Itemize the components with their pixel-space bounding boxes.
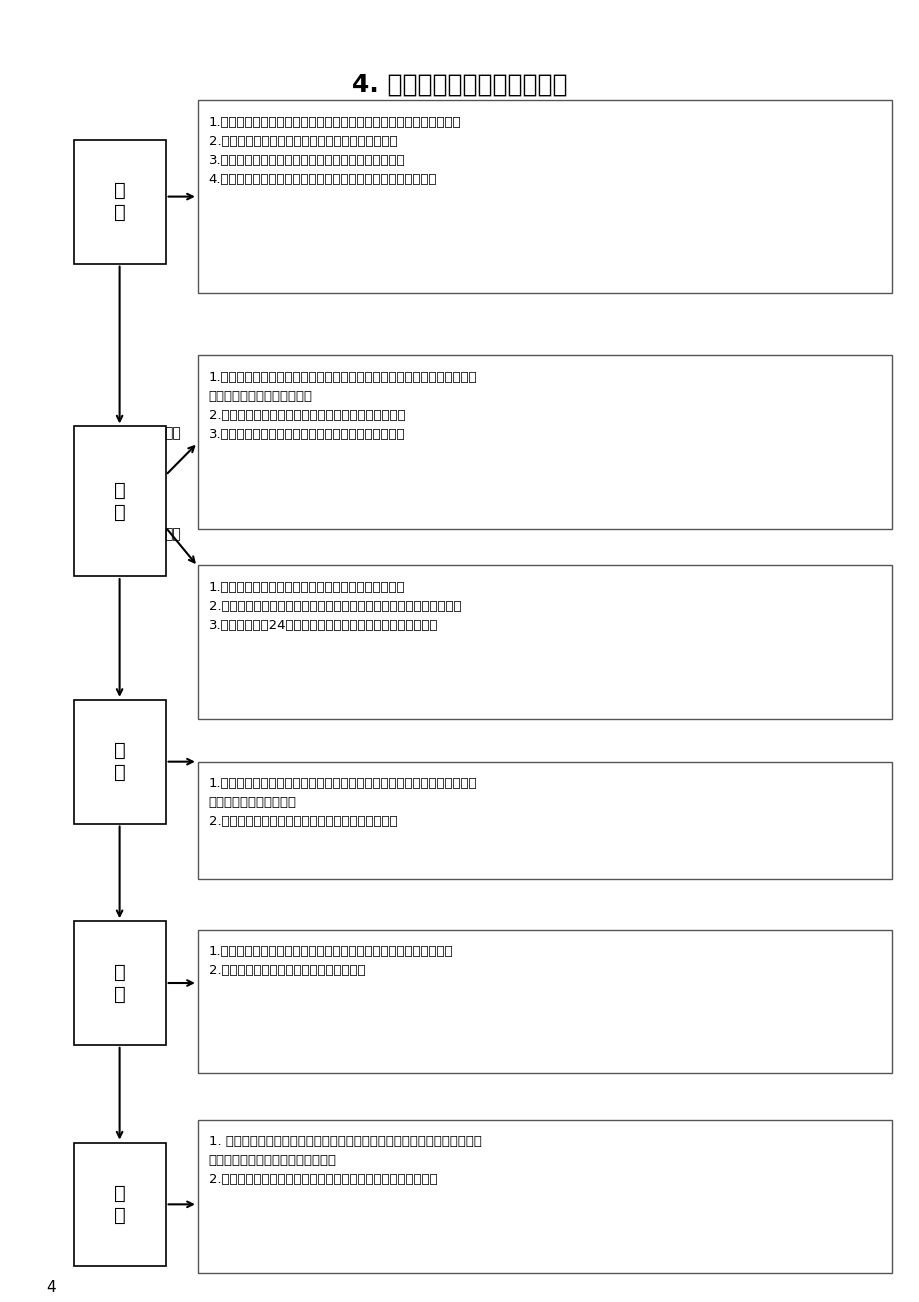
FancyBboxPatch shape <box>198 1120 891 1273</box>
Text: 1.校级领导和各部门负责人对照方案中的每一环节进行审查，发现问题及时
和相关责任人沟通解决。
2.活动涉及的部门和个人要提前做好各项准备工作。: 1.校级领导和各部门负责人对照方案中的每一环节进行审查，发现问题及时 和相关责任… <box>209 777 477 828</box>
Text: 规
划: 规 划 <box>114 181 125 223</box>
FancyBboxPatch shape <box>74 427 165 575</box>
Text: 1.按规定租用有运营资质的车辆，保证学生路途安全。
2.根据外出活动人数，安排校级领导带队并配备足够的管理老师组织。
3.所有工作人员24小时开机。遇突发事件立: 1.按规定租用有运营资质的车辆，保证学生路途安全。 2.根据外出活动人数，安排校… <box>209 581 461 631</box>
Text: 1.组织部门制定大型活动方案和突发事件应急预案，明确分工和职责。
2.按上级教育部门规定对活动进行申报，等待审批。
3.根据活动方案，涉及到的部门和人员做好准备: 1.组织部门制定大型活动方案和突发事件应急预案，明确分工和职责。 2.按上级教育… <box>209 116 461 186</box>
Text: 4: 4 <box>46 1280 55 1295</box>
Text: 整
改: 整 改 <box>114 962 125 1004</box>
Text: 1.根据上级指示精神修改活动方案。修改后的方案应重新上报审批。
2.排查出的问题要在规定时间内及时解决。: 1.根据上级指示精神修改活动方案。修改后的方案应重新上报审批。 2.排查出的问题… <box>209 945 453 978</box>
FancyBboxPatch shape <box>198 930 891 1073</box>
FancyBboxPatch shape <box>198 100 891 293</box>
FancyBboxPatch shape <box>74 699 165 824</box>
FancyBboxPatch shape <box>74 1143 165 1266</box>
Text: 校外: 校外 <box>165 527 181 540</box>
FancyBboxPatch shape <box>198 355 891 529</box>
Text: 1.根据方案，组织部门领导提前检查准备工作，确保音响设备和场地安全，
审查学生活动的内容及形式。
2.活动开始时，所有参与人员要按时到位，各司其职。
3.遇到突: 1.根据方案，组织部门领导提前检查准备工作，确保音响设备和场地安全， 审查学生活… <box>209 371 477 441</box>
Text: 落
实: 落 实 <box>114 480 125 522</box>
FancyBboxPatch shape <box>198 565 891 719</box>
Text: 排
查: 排 查 <box>114 741 125 783</box>
FancyBboxPatch shape <box>198 762 891 879</box>
FancyBboxPatch shape <box>74 922 165 1044</box>
Text: 4. 学校大型活动安全工作流程: 4. 学校大型活动安全工作流程 <box>352 73 567 96</box>
FancyBboxPatch shape <box>74 141 165 263</box>
Text: 维
护: 维 护 <box>114 1184 125 1225</box>
Text: 1. 学校升旗、广播操等常规性群体活动，要有明确的要求和组织管理措施，
避免出现拥挤、踩踏等事件的发生。
2.政教处、班主任在大型活动开始前必须对学生进行安全教: 1. 学校升旗、广播操等常规性群体活动，要有明确的要求和组织管理措施， 避免出现… <box>209 1135 482 1186</box>
Text: 校内: 校内 <box>165 427 181 440</box>
